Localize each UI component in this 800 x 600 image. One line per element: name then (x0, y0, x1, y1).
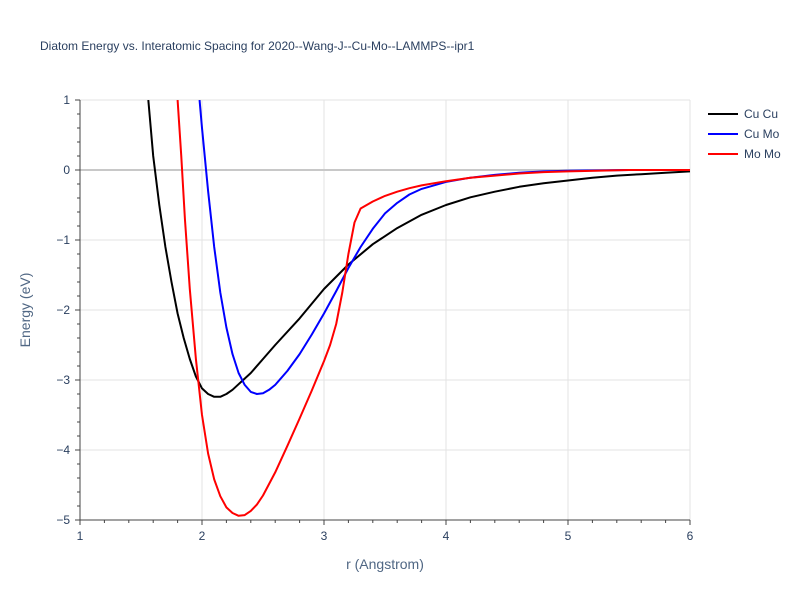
chart-title: Diatom Energy vs. Interatomic Spacing fo… (40, 39, 475, 53)
x-tick-label: 4 (443, 529, 450, 543)
legend-item[interactable]: Mo Mo (708, 147, 781, 161)
y-tick-label: −2 (56, 303, 70, 317)
x-tick-label: 1 (77, 529, 84, 543)
legend-label: Cu Mo (744, 127, 780, 141)
series-line-mo-mo (176, 100, 690, 517)
y-tick-label: 1 (63, 93, 70, 107)
grid (75, 99, 691, 525)
x-tick-label: 2 (199, 529, 206, 543)
x-tick-label: 6 (687, 529, 694, 543)
y-tick-label: −4 (56, 443, 70, 457)
y-tick-label: −1 (56, 233, 70, 247)
x-tick-label: 3 (321, 529, 328, 543)
legend-label: Mo Mo (744, 147, 781, 161)
plot-area (147, 100, 690, 517)
y-tick-label: 0 (63, 163, 70, 177)
legend[interactable]: Cu Cu Cu Mo Mo Mo (708, 107, 781, 161)
series-line-cu-cu (147, 100, 690, 398)
x-axis-title: r (Angstrom) (346, 556, 424, 572)
y-tick-label: −5 (56, 513, 70, 527)
y-tick-label: −3 (56, 373, 70, 387)
legend-item[interactable]: Cu Cu (708, 107, 778, 121)
series-line-cu-mo (198, 100, 690, 395)
tick-labels: 1 2 3 4 5 6 1 0 −1 −2 −3 −4 −5 (56, 93, 693, 543)
y-axis-title: Energy (eV) (17, 273, 33, 348)
x-tick-label: 5 (565, 529, 572, 543)
legend-label: Cu Cu (744, 107, 778, 121)
series-group (147, 100, 690, 517)
legend-item[interactable]: Cu Mo (708, 127, 780, 141)
